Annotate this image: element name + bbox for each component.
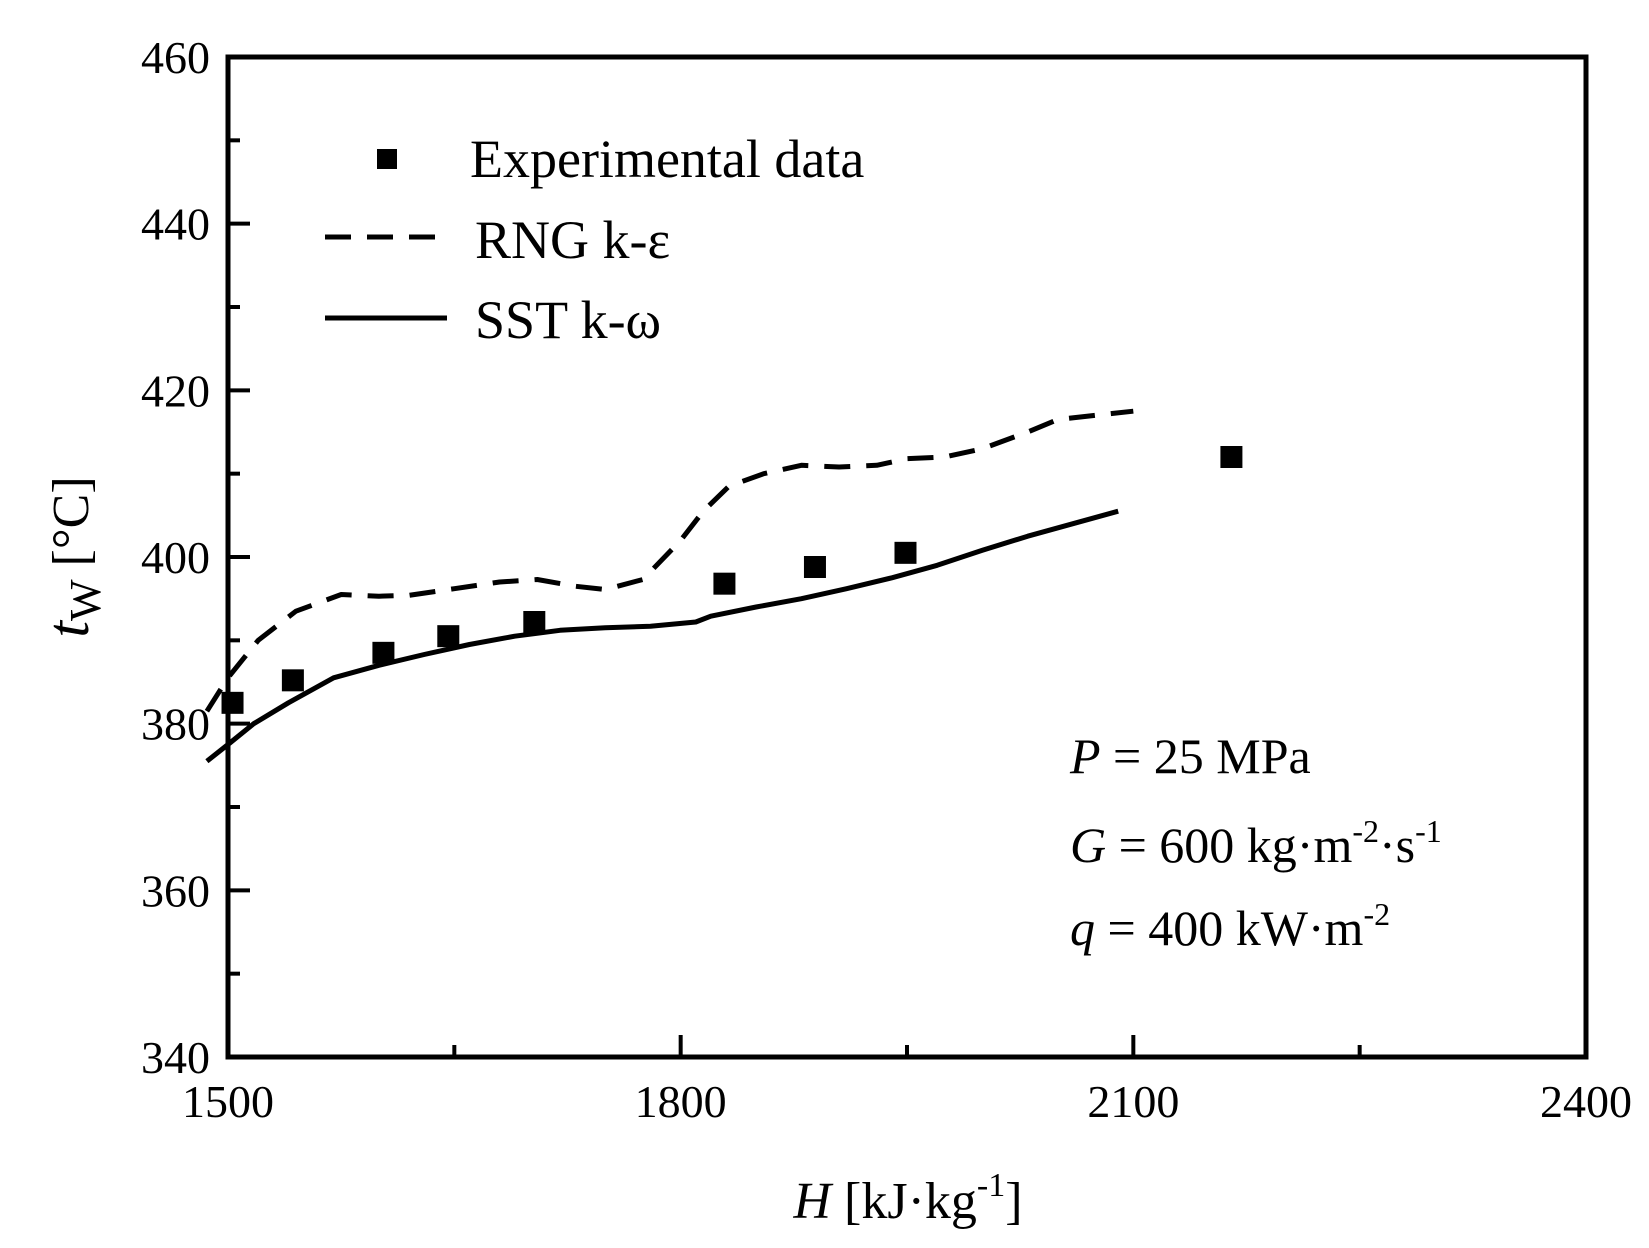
annotation-mass-flux: G = 600 kg·m-2·s-1: [1070, 813, 1442, 873]
y-tick-label: 380: [141, 699, 210, 750]
y-axis-label: tW [°C]: [35, 476, 110, 637]
legend: Experimental data RNG k-ε SST k-ω: [325, 129, 864, 350]
experimental-data-point: [372, 641, 395, 664]
y-tick-label: 360: [141, 865, 210, 916]
sst-k-omega-line: [205, 508, 1119, 764]
x-tick-label: 2400: [1540, 1076, 1632, 1127]
experimental-data-point: [1220, 446, 1243, 468]
experimental-data-point: [713, 572, 736, 595]
legend-label-sst: SST k-ω: [475, 290, 661, 350]
y-tick-label: 400: [141, 532, 210, 583]
experimental-data-point: [803, 556, 826, 578]
experimental-data-point: [523, 611, 546, 633]
y-tick-label: 440: [141, 199, 210, 250]
y-tick-label: 420: [141, 365, 210, 416]
y-tick-label: 460: [141, 32, 210, 83]
experimental-data-point: [437, 625, 460, 648]
annotation-pressure: P = 25 MPa: [1069, 728, 1311, 784]
x-tick-label: 1800: [635, 1076, 727, 1127]
y-tick-label: 340: [141, 1032, 210, 1083]
experimental-data-point: [894, 541, 917, 564]
x-tick-label: 1500: [182, 1076, 274, 1127]
legend-marker-experimental: [377, 149, 397, 169]
rng-k-epsilon-line: [204, 408, 1134, 713]
annotation-heat-flux: q = 400 kW·m-2: [1070, 896, 1390, 956]
x-tick-label: 2100: [1087, 1076, 1179, 1127]
legend-label-rng: RNG k-ε: [475, 210, 670, 270]
y-axis: 340 360 380 400 420 440 460: [141, 32, 250, 1083]
x-axis-label: H [kJ·kg-1]: [792, 1167, 1022, 1230]
condition-annotations: P = 25 MPa G = 600 kg·m-2·s-1 q = 400 kW…: [1069, 728, 1442, 956]
series-layer: [204, 408, 1243, 764]
experimental-data-point: [281, 669, 304, 692]
experimental-data-point: [221, 691, 244, 714]
legend-label-experimental: Experimental data: [470, 129, 864, 189]
x-axis: 1500 1800 2100 2400: [182, 1035, 1632, 1127]
